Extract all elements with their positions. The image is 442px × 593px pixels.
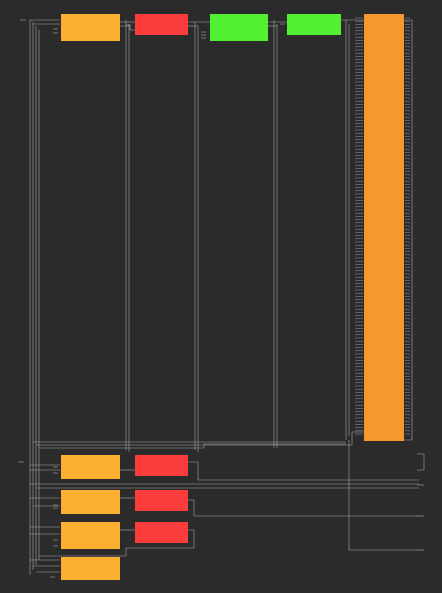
- block-red-row-3: [135, 522, 188, 543]
- block-green-top-1: [210, 14, 268, 41]
- block-orange-bus: [364, 14, 404, 441]
- block-red-row-2: [135, 490, 188, 511]
- block-amber-row-1: [61, 455, 120, 479]
- block-red-top: [135, 14, 188, 35]
- block-amber-row-2: [61, 490, 120, 514]
- block-amber-top: [61, 14, 120, 41]
- bus-pin-ticks-left: [355, 17, 363, 435]
- block-amber-row-3: [61, 522, 120, 549]
- block-red-row-1: [135, 455, 188, 476]
- block-green-top-2: [287, 14, 341, 35]
- bus-pin-ticks-right: [405, 17, 410, 435]
- block-amber-row-4: [61, 557, 120, 580]
